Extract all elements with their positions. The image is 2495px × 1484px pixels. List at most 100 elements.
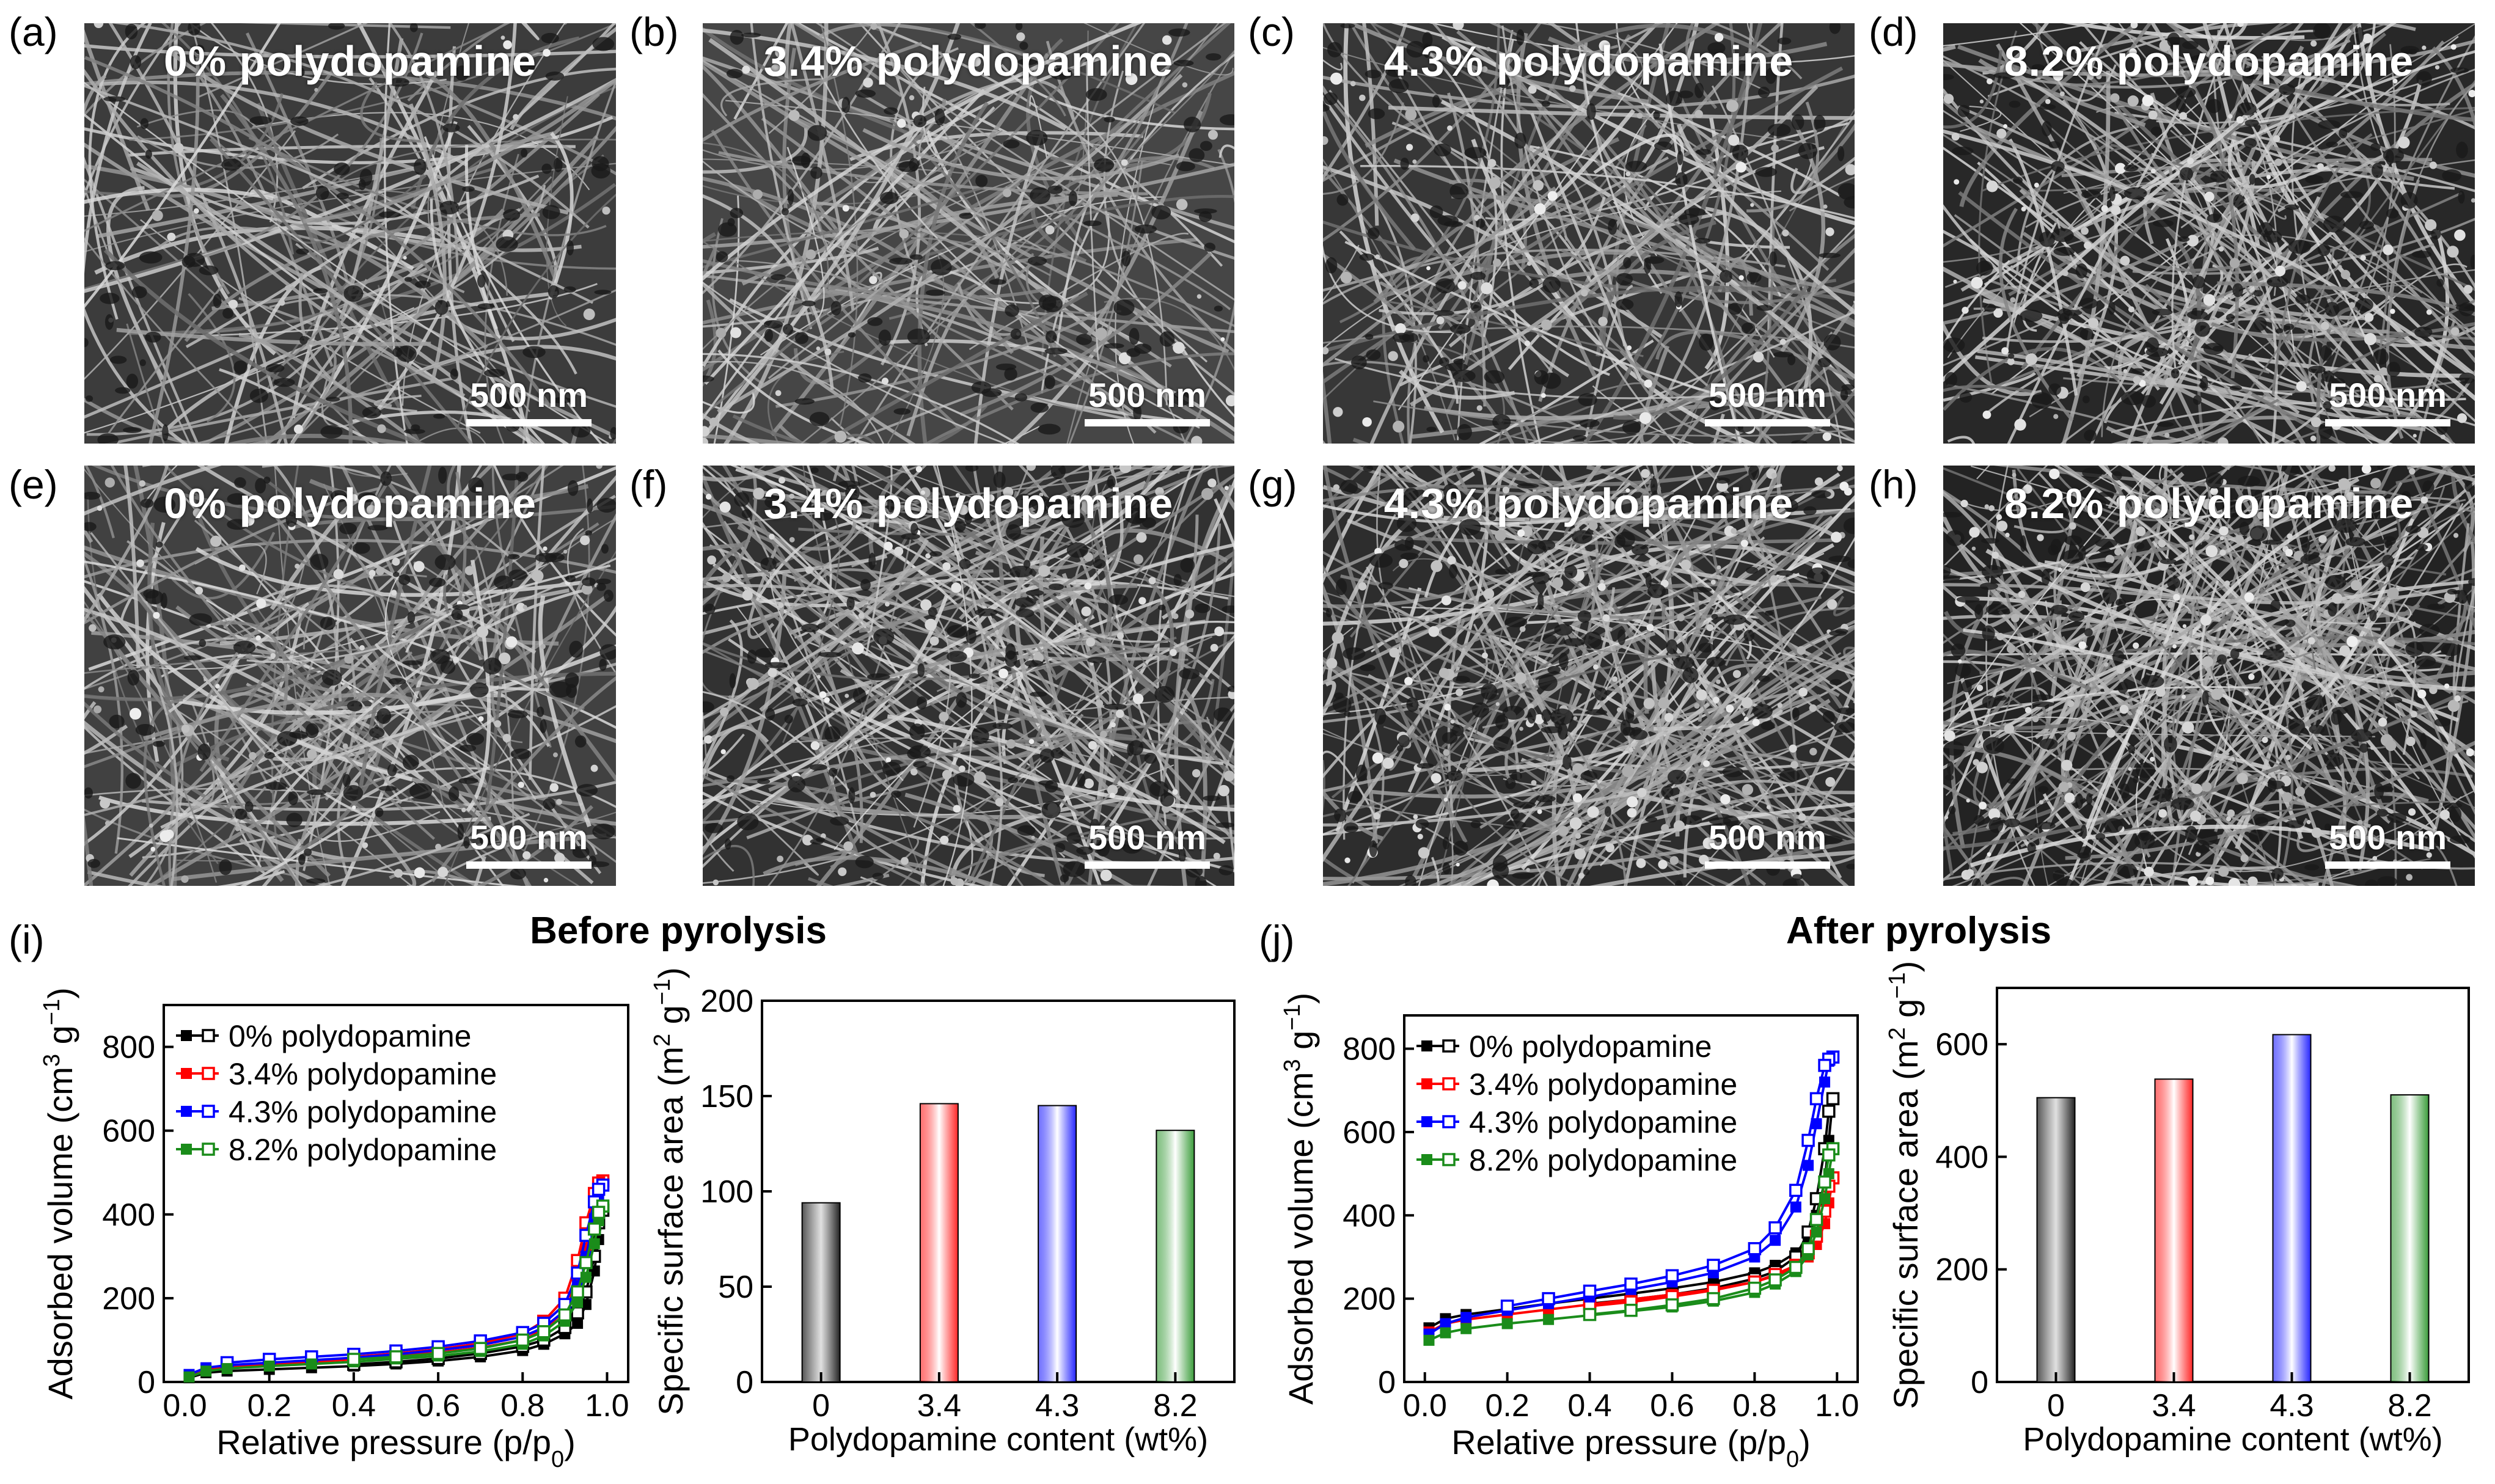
i-isotherm: 0.0 0.2 0.4 0.6 0.8 1.0 0 200 400 600 800 Relative … — [39, 987, 629, 1472]
bar-8.2 — [2390, 1094, 2430, 1383]
ads-point — [1803, 1160, 1814, 1171]
des-point — [1624, 1303, 1638, 1317]
x-tick-label: 4.3 — [1035, 1388, 1079, 1424]
sem-texture — [84, 23, 616, 444]
scale-bar: 500 nm — [1085, 819, 1210, 869]
bar-0 — [2036, 1097, 2076, 1383]
legend-filled-marker — [1421, 1040, 1432, 1051]
sem-title: 3.4% polydopamine — [763, 480, 1174, 527]
scale-bar: 500 nm — [2325, 819, 2450, 869]
y-axis-label: Adsorbed volume (cm3 g−1) — [1280, 993, 1320, 1405]
y-axis-label: Specific surface area (m2 g−1) — [1885, 961, 1925, 1409]
bar-4.3 — [1038, 1105, 1077, 1383]
des-point — [1789, 1260, 1803, 1274]
sem-title: 0% polydopamine — [163, 480, 537, 527]
des-point — [1822, 1148, 1836, 1162]
des-point — [1707, 1292, 1720, 1306]
x-tick-label: 0.8 — [1732, 1388, 1776, 1424]
x-tick-label: 0.4 — [1567, 1388, 1611, 1424]
bar-3.4 — [2154, 1078, 2194, 1383]
y-axis-label: Adsorbed volume (cm3 g−1) — [39, 987, 79, 1400]
legend-filled-marker — [1421, 1078, 1432, 1089]
des-point — [592, 1205, 606, 1219]
des-point — [1809, 1092, 1823, 1106]
bar-4.3 — [2272, 1034, 2312, 1383]
y-tick-label: 600 — [1935, 1027, 1988, 1062]
legend-label: 4.3% polydopamine — [1469, 1105, 1737, 1139]
des-point — [1818, 1175, 1831, 1189]
legend-filled-marker — [181, 1068, 192, 1079]
des-point — [1826, 1092, 1840, 1106]
x-tick-label: 0.0 — [163, 1388, 207, 1424]
sem-image-e: 0% polydopamine 500 nm — [84, 466, 616, 886]
ads-point — [1501, 1318, 1513, 1329]
x-axis-label: Relative pressure (p/p0) — [216, 1423, 576, 1472]
sem-image-h: 8.2% polydopamine 500 nm — [1943, 466, 2475, 886]
legend-open-marker — [1442, 1077, 1456, 1091]
des-point — [579, 1256, 593, 1270]
y-tick-label: 200 — [1343, 1282, 1396, 1317]
sem-texture — [1323, 23, 1855, 444]
panel-label-f: (f) — [629, 462, 668, 507]
x-tick-label: 0 — [2047, 1388, 2065, 1424]
series-blue — [183, 1179, 610, 1380]
ads-point — [183, 1371, 195, 1383]
sem-texture — [84, 466, 616, 886]
des-point — [1818, 1059, 1831, 1072]
legend-filled-marker — [181, 1030, 192, 1041]
legend-open-marker — [202, 1105, 215, 1118]
y-tick-label: 200 — [700, 984, 753, 1019]
x-tick-label: 8.2 — [2387, 1388, 2431, 1424]
ads-point — [1790, 1201, 1801, 1213]
sem-texture — [1943, 23, 2475, 444]
x-tick-label: 1.0 — [1815, 1388, 1859, 1424]
legend-open-marker — [202, 1029, 215, 1042]
des-point — [347, 1353, 361, 1366]
y-tick-label: 0 — [137, 1365, 155, 1400]
y-tick-label: 400 — [1343, 1198, 1396, 1234]
y-tick-label: 600 — [102, 1114, 155, 1149]
des-point — [571, 1285, 584, 1299]
des-point — [1801, 1242, 1815, 1256]
y-tick-label: 0 — [736, 1365, 753, 1400]
legend-open-marker — [1442, 1153, 1456, 1166]
des-point — [558, 1308, 572, 1322]
section-title-before: Before pyrolysis — [530, 910, 827, 952]
y-tick-label: 600 — [1343, 1115, 1396, 1150]
legend-open-marker — [202, 1142, 215, 1156]
scale-bar: 500 nm — [466, 376, 592, 426]
ads-point — [1440, 1327, 1451, 1339]
legend-open-marker — [1442, 1115, 1456, 1128]
sem-image-d: 8.2% polydopamine 500 nm — [1943, 23, 2475, 444]
x-tick-label: 0 — [812, 1388, 830, 1424]
panel-label-i: (i) — [9, 917, 45, 962]
ads-point — [572, 1296, 584, 1308]
sem-title: 4.3% polydopamine — [1383, 480, 1794, 527]
x-tick-label: 0.0 — [1403, 1388, 1447, 1424]
y-tick-label: 200 — [1935, 1252, 1988, 1288]
des-point — [1583, 1284, 1597, 1298]
des-point — [1768, 1221, 1782, 1235]
series-green — [183, 1199, 610, 1383]
x-axis-label: Polydopamine content (wt%) — [2023, 1421, 2442, 1458]
x-tick-label: 1.0 — [585, 1388, 629, 1424]
sem-image-f: 3.4% polydopamine 500 nm — [703, 466, 1234, 886]
des-point — [537, 1325, 551, 1339]
y-tick-label: 400 — [102, 1197, 155, 1233]
legend-label: 8.2% polydopamine — [229, 1133, 497, 1167]
panel-label-b: (b) — [629, 9, 679, 54]
des-point — [389, 1350, 403, 1364]
y-tick-label: 100 — [700, 1174, 753, 1210]
panel-label-a: (a) — [9, 9, 58, 54]
des-point — [1500, 1299, 1514, 1313]
scale-bar: 500 nm — [2325, 376, 2450, 426]
panel-label-d: (d) — [1869, 9, 1918, 54]
sem-title: 8.2% polydopamine — [2004, 37, 2414, 85]
j-isotherm: 0.0 0.2 0.4 0.6 0.8 1.0 0 200 400 600 800 Relative … — [1280, 993, 1859, 1472]
scale-bar: 500 nm — [1705, 376, 1830, 426]
legend-label: 3.4% polydopamine — [1469, 1067, 1737, 1102]
x-tick-label: 4.3 — [2270, 1388, 2314, 1424]
x-tick-label: 3.4 — [917, 1388, 961, 1424]
